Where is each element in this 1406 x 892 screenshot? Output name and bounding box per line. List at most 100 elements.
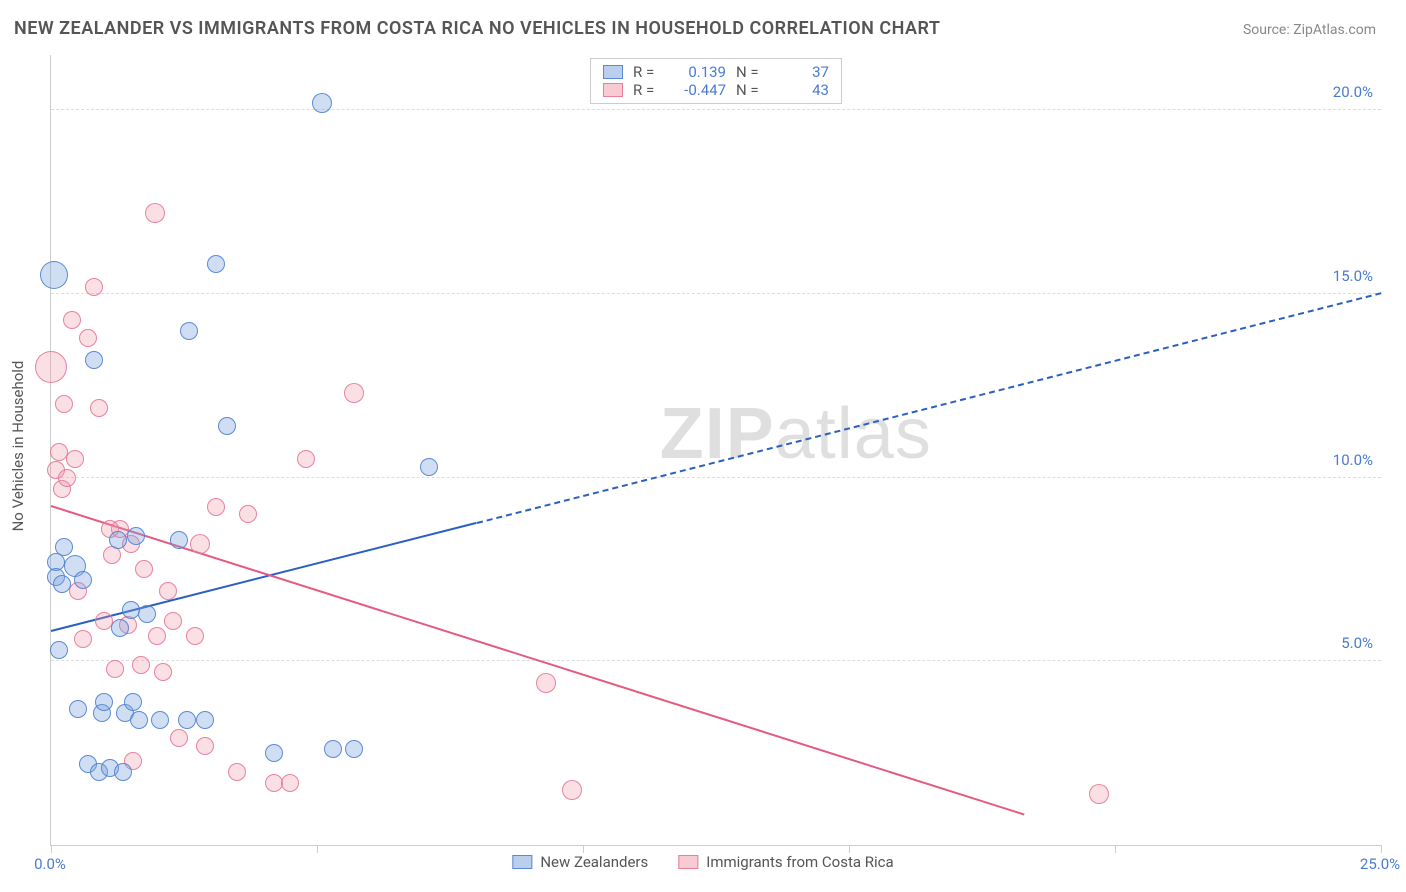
data-point	[111, 619, 129, 637]
data-point	[345, 740, 363, 758]
chart-title: NEW ZEALANDER VS IMMIGRANTS FROM COSTA R…	[14, 18, 940, 39]
data-point	[180, 322, 198, 340]
gridline	[51, 477, 1381, 478]
data-point	[312, 93, 332, 113]
data-point	[85, 278, 103, 296]
data-point	[164, 612, 182, 630]
y-tick-label: 20.0%	[1333, 83, 1373, 101]
x-tick	[51, 845, 52, 853]
data-point	[344, 383, 364, 403]
data-point	[145, 203, 165, 223]
n-value: 37	[774, 63, 829, 81]
data-point	[207, 498, 225, 516]
data-point	[265, 744, 283, 762]
data-point	[40, 261, 68, 289]
data-point	[50, 641, 68, 659]
data-point	[207, 255, 225, 273]
x-tick	[317, 845, 318, 853]
data-point	[148, 627, 166, 645]
data-point	[95, 693, 113, 711]
data-point	[170, 531, 188, 549]
data-point	[170, 729, 188, 747]
n-label: N =	[736, 63, 764, 81]
plot-area: R = 0.139 N = 37 R = -0.447 N = 43 ZIPat…	[50, 55, 1381, 846]
data-point	[35, 351, 67, 383]
data-point	[55, 538, 73, 556]
y-tick-label: 10.0%	[1333, 451, 1373, 469]
data-point	[186, 627, 204, 645]
y-tick-label: 5.0%	[1341, 634, 1373, 652]
n-label: N =	[736, 81, 764, 99]
data-point	[159, 582, 177, 600]
data-point	[190, 534, 210, 554]
series-legend: New Zealanders Immigrants from Costa Ric…	[512, 853, 893, 871]
data-point	[562, 780, 582, 800]
x-tick	[1115, 845, 1116, 853]
data-point	[122, 601, 140, 619]
x-tick	[1381, 845, 1382, 853]
x-tick	[849, 845, 850, 853]
x-tick-label: 25.0%	[1360, 855, 1400, 873]
data-point	[1089, 784, 1109, 804]
data-point	[178, 711, 196, 729]
data-point	[79, 329, 97, 347]
data-point	[66, 450, 84, 468]
legend-label: Immigrants from Costa Rica	[706, 853, 893, 871]
data-point	[324, 740, 342, 758]
data-point	[74, 630, 92, 648]
gridline	[51, 293, 1381, 294]
data-point	[69, 700, 87, 718]
data-point	[281, 774, 299, 792]
watermark: ZIPatlas	[660, 393, 932, 475]
data-point	[135, 560, 153, 578]
legend-row: R = -0.447 N = 43	[603, 81, 829, 99]
n-value: 43	[774, 81, 829, 99]
correlation-legend: R = 0.139 N = 37 R = -0.447 N = 43	[590, 58, 842, 104]
data-point	[228, 763, 246, 781]
data-point	[85, 351, 103, 369]
data-point	[536, 673, 556, 693]
swatch-icon	[678, 855, 698, 869]
data-point	[63, 311, 81, 329]
x-tick	[583, 845, 584, 853]
swatch-icon	[603, 65, 623, 79]
swatch-icon	[512, 855, 532, 869]
r-label: R =	[633, 63, 661, 81]
data-point	[130, 711, 148, 729]
x-tick-label: 0.0%	[34, 855, 66, 873]
data-point	[127, 527, 145, 545]
data-point	[124, 693, 142, 711]
trend-line	[476, 292, 1381, 524]
data-point	[154, 663, 172, 681]
data-point	[297, 450, 315, 468]
gridline	[51, 660, 1381, 661]
r-label: R =	[633, 81, 661, 99]
legend-item: Immigrants from Costa Rica	[678, 853, 893, 871]
r-value: 0.139	[671, 63, 726, 81]
data-point	[53, 575, 71, 593]
data-point	[106, 660, 124, 678]
data-point	[151, 711, 169, 729]
y-axis-label: No Vehicles in Household	[9, 361, 27, 532]
gridline	[51, 109, 1381, 110]
data-point	[196, 737, 214, 755]
data-point	[109, 531, 127, 549]
data-point	[58, 469, 76, 487]
data-point	[74, 571, 92, 589]
data-point	[90, 399, 108, 417]
data-point	[196, 711, 214, 729]
data-point	[239, 505, 257, 523]
legend-row: R = 0.139 N = 37	[603, 63, 829, 81]
y-tick-label: 15.0%	[1333, 267, 1373, 285]
swatch-icon	[603, 83, 623, 97]
data-point	[138, 605, 156, 623]
data-point	[420, 458, 438, 476]
legend-item: New Zealanders	[512, 853, 648, 871]
data-point	[132, 656, 150, 674]
data-point	[114, 763, 132, 781]
legend-label: New Zealanders	[540, 853, 648, 871]
data-point	[55, 395, 73, 413]
r-value: -0.447	[671, 81, 726, 99]
source-label: Source: ZipAtlas.com	[1243, 22, 1376, 38]
data-point	[218, 417, 236, 435]
